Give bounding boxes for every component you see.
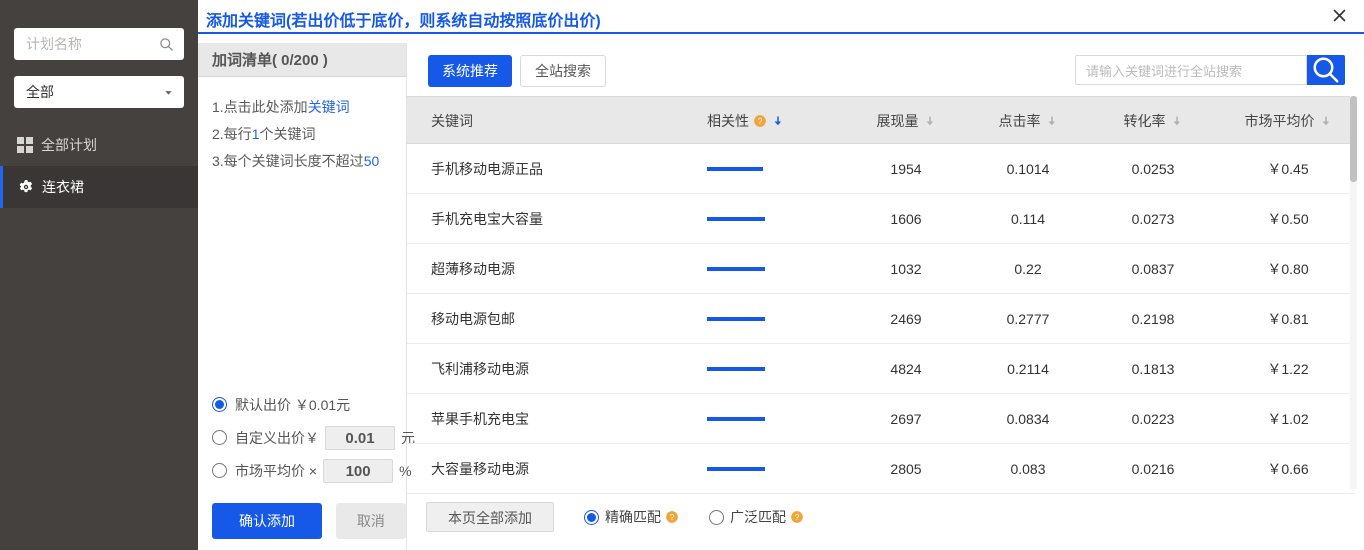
svg-text:?: ? [670,513,675,522]
svg-text:?: ? [795,513,800,522]
svg-text:?: ? [758,117,763,126]
